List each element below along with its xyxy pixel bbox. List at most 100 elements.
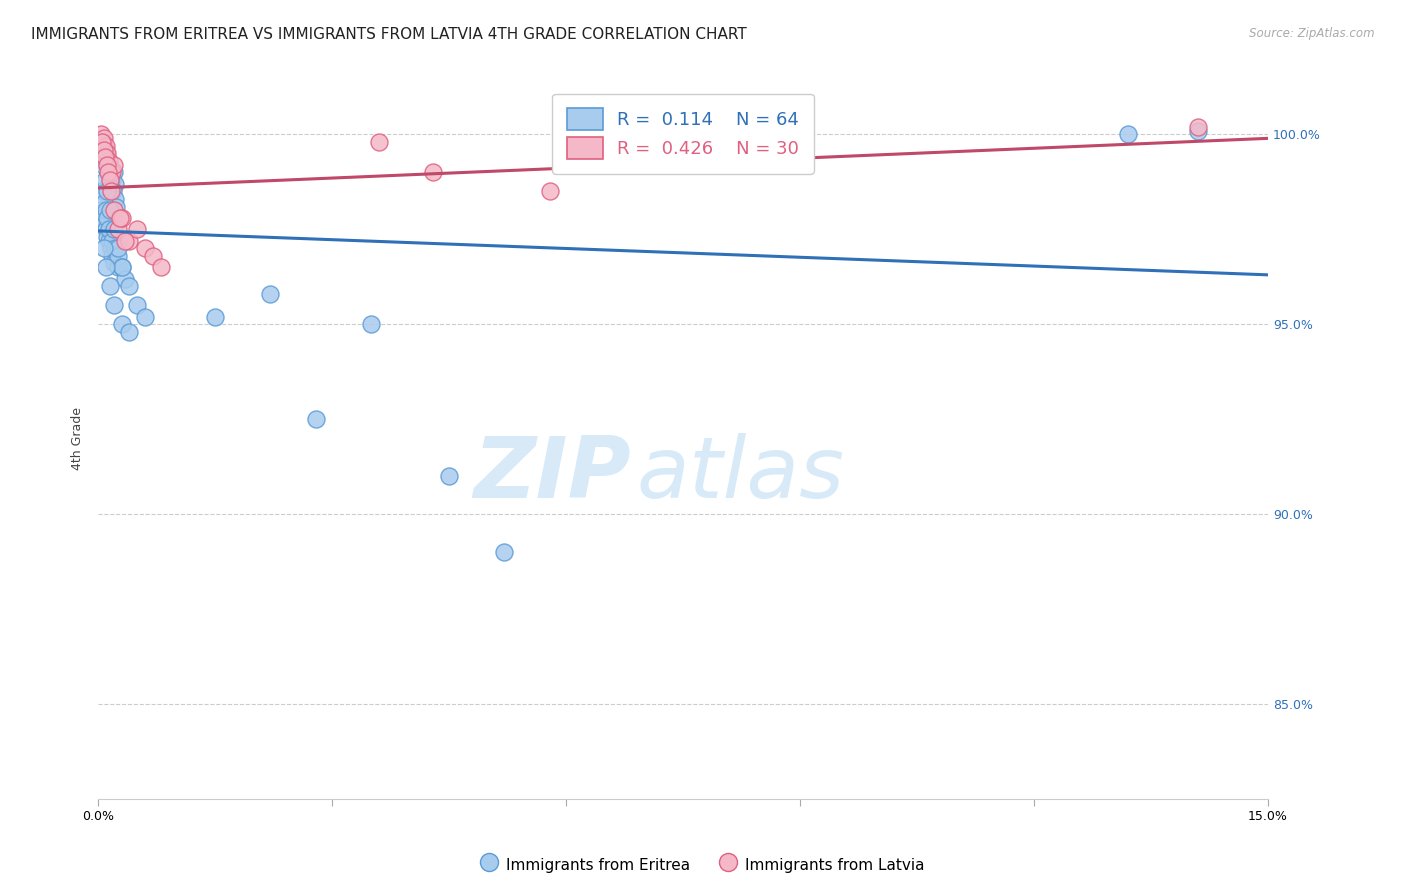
Point <box>94 203 117 218</box>
Point <box>107 260 129 275</box>
Point <box>422 165 444 179</box>
Point <box>134 241 156 255</box>
Point <box>107 222 129 236</box>
Point <box>103 203 125 218</box>
Point <box>110 260 132 275</box>
Point <box>107 249 129 263</box>
Point <box>93 241 115 255</box>
Point <box>93 143 115 157</box>
Point <box>98 279 121 293</box>
Point <box>100 180 122 194</box>
Point <box>127 222 149 236</box>
Point <box>100 161 122 176</box>
Point <box>94 150 117 164</box>
Point <box>100 241 122 255</box>
Point <box>91 150 114 164</box>
Text: ZIP: ZIP <box>472 433 630 516</box>
Point <box>101 234 124 248</box>
Point <box>98 222 121 236</box>
Point <box>103 158 125 172</box>
Y-axis label: 4th Grade: 4th Grade <box>72 407 84 469</box>
Point <box>103 222 125 236</box>
Point <box>104 241 127 255</box>
Point <box>96 153 118 168</box>
Point <box>93 195 115 210</box>
Point <box>540 184 562 198</box>
Point <box>101 173 124 187</box>
Text: atlas: atlas <box>637 433 844 516</box>
Point <box>305 412 328 426</box>
Point <box>107 241 129 255</box>
Point <box>91 211 114 225</box>
Point <box>97 165 120 179</box>
Point <box>118 234 141 248</box>
Point <box>96 158 118 172</box>
Point <box>103 165 125 179</box>
Point <box>110 260 132 275</box>
Point <box>127 298 149 312</box>
Point <box>98 203 121 218</box>
Point <box>91 135 114 149</box>
Point <box>105 200 128 214</box>
Text: Source: ZipAtlas.com: Source: ZipAtlas.com <box>1250 27 1375 40</box>
Point <box>97 165 120 179</box>
Point <box>492 545 515 559</box>
Point <box>91 158 114 172</box>
Point <box>114 271 136 285</box>
Point <box>93 138 115 153</box>
Point <box>96 184 118 198</box>
Point <box>90 203 112 218</box>
Point <box>90 143 112 157</box>
Point <box>94 138 117 153</box>
Point <box>96 158 118 172</box>
Point <box>96 211 118 225</box>
Point <box>108 211 131 225</box>
Point <box>93 131 115 145</box>
Point <box>110 211 132 225</box>
Point <box>100 184 122 198</box>
Point <box>94 260 117 275</box>
Point <box>98 173 121 187</box>
Point <box>103 192 125 206</box>
Point <box>1187 123 1209 137</box>
Point <box>1116 128 1139 142</box>
Point <box>98 234 121 248</box>
Point <box>94 146 117 161</box>
Point <box>91 184 114 198</box>
Legend: Immigrants from Eritrea, Immigrants from Latvia: Immigrants from Eritrea, Immigrants from… <box>475 849 931 880</box>
Point <box>114 234 136 248</box>
Point <box>142 249 165 263</box>
Point <box>94 222 117 236</box>
Point <box>98 173 121 187</box>
Point <box>259 286 281 301</box>
Point <box>101 184 124 198</box>
Point <box>91 135 114 149</box>
Point <box>118 279 141 293</box>
Point <box>93 143 115 157</box>
Point <box>103 298 125 312</box>
Legend: R =  0.114    N = 64, R =  0.426    N = 30: R = 0.114 N = 64, R = 0.426 N = 30 <box>553 94 814 174</box>
Point <box>96 146 118 161</box>
Point <box>96 230 118 244</box>
Point <box>1187 120 1209 134</box>
Point <box>110 317 132 331</box>
Point <box>118 325 141 339</box>
Point <box>91 135 114 149</box>
Point <box>360 317 382 331</box>
Point <box>100 169 122 183</box>
Point <box>104 177 127 191</box>
Point <box>98 161 121 176</box>
Point <box>367 135 389 149</box>
Point <box>94 173 117 187</box>
Point <box>90 128 112 142</box>
Point <box>149 260 172 275</box>
Point <box>94 150 117 164</box>
Point <box>437 469 460 483</box>
Point <box>134 310 156 324</box>
Point <box>101 249 124 263</box>
Point <box>93 219 115 233</box>
Point <box>204 310 226 324</box>
Point <box>101 165 124 179</box>
Text: IMMIGRANTS FROM ERITREA VS IMMIGRANTS FROM LATVIA 4TH GRADE CORRELATION CHART: IMMIGRANTS FROM ERITREA VS IMMIGRANTS FR… <box>31 27 747 42</box>
Point <box>103 256 125 270</box>
